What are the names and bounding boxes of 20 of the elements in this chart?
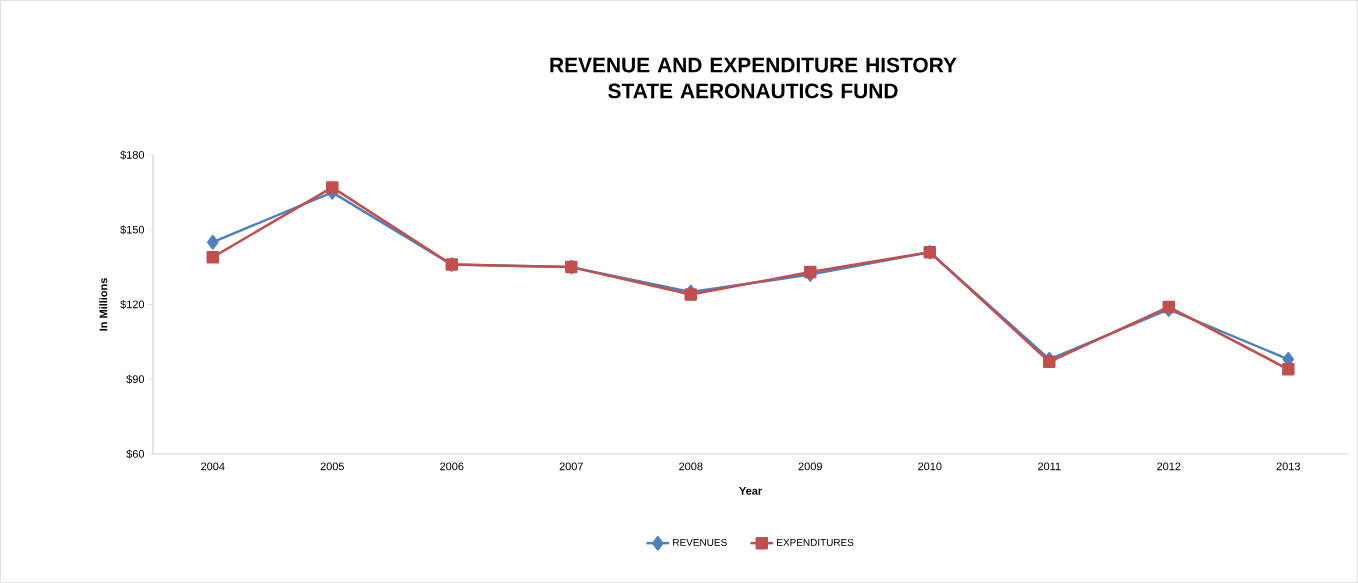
y-tick-label: $60 (126, 449, 145, 459)
x-tick-label: 2006 (440, 462, 464, 471)
x-tick-label: 2013 (1276, 462, 1300, 471)
x-tick-label: 2007 (559, 462, 583, 471)
y-axis-title: In Millions (99, 278, 108, 331)
x-tick-label: 2004 (201, 462, 225, 471)
y-tick-label: $150 (120, 225, 145, 235)
y-tick-label: $90 (126, 374, 145, 384)
x-tick-label: 2008 (679, 462, 703, 471)
y-tick-label: $120 (120, 300, 145, 309)
x-tick-label: 2011 (1038, 462, 1061, 471)
y-tick-label: $180 (120, 150, 145, 160)
x-tick-label: 2009 (798, 462, 822, 471)
legend-label: REVENUES (673, 538, 727, 546)
chart-title: REVENUE AND EXPENDITURE HISTORY STATE AERONAUTICS FUND (550, 57, 957, 99)
legend-label: EXPENDITURES (777, 538, 854, 546)
x-tick-label: 2010 (918, 462, 942, 471)
x-axis-title: Year (739, 487, 762, 495)
x-tick-label: 2005 (320, 462, 344, 471)
x-tick-label: 2012 (1157, 462, 1181, 471)
